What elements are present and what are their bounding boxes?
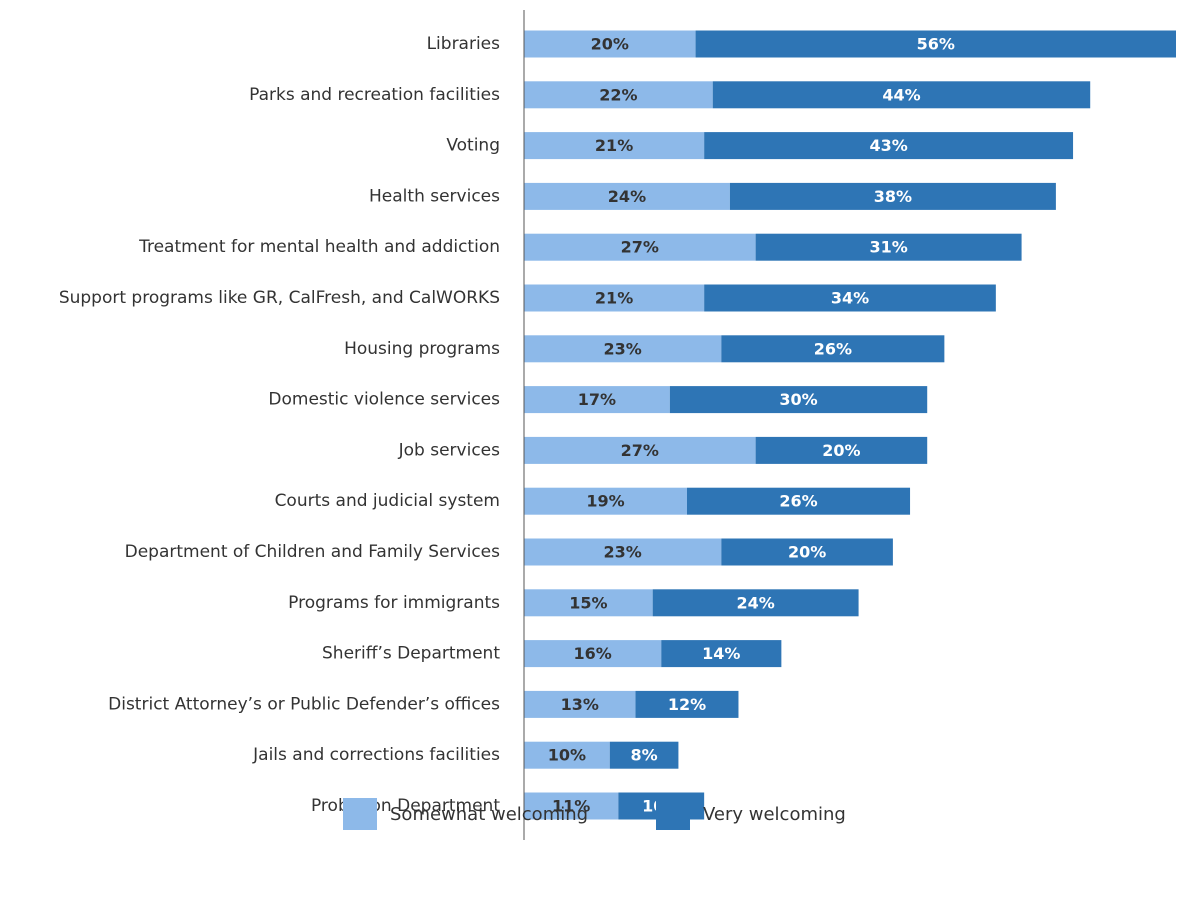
bar-segment [755,436,928,464]
value-label: 38% [874,187,912,206]
value-label: 21% [595,136,633,155]
category-label: Health services [369,186,500,206]
value-label: 26% [814,339,852,358]
category-label: Libraries [427,34,501,54]
value-label: 19% [586,492,624,511]
bar-segment [524,81,713,109]
bar-segment [704,132,1074,160]
bar-segment [524,233,756,261]
bar-segment [721,335,945,363]
value-label: 11% [552,797,590,816]
bar-segment [524,132,705,160]
bar-segment [524,284,705,312]
bar-segment [524,792,619,820]
category-label: Support programs like GR, CalFresh, and … [59,288,500,308]
category-label: Domestic violence services [268,390,500,410]
value-label: 30% [779,390,817,409]
category-label: Housing programs [344,339,500,359]
value-label: 31% [869,238,907,257]
bar-segment [755,233,1022,261]
value-label: 17% [578,390,616,409]
legend-swatch [343,798,377,830]
bar-segment [712,81,1091,109]
bar-segment [524,436,756,464]
value-label: 24% [608,187,646,206]
value-label: 27% [621,441,659,460]
value-label: 27% [621,238,659,257]
value-label: 43% [869,136,907,155]
category-label: Jails and corrections facilities [252,745,500,765]
bar-segment [524,538,722,566]
legend-swatch [656,798,690,830]
category-label: Courts and judicial system [275,491,500,511]
bar-segment [524,335,722,363]
value-label: 21% [595,289,633,308]
bar-segment [524,30,696,58]
bar-segment [652,589,859,617]
category-label: Parks and recreation facilities [249,85,500,105]
value-label: 8% [631,746,658,765]
category-label: Treatment for mental health and addictio… [138,237,500,257]
value-label: 14% [702,644,740,663]
bar-segment [661,640,782,668]
legend-label: Very welcoming [703,804,846,825]
bar-segment [721,538,893,566]
value-label: 12% [668,695,706,714]
bar-segment [524,386,670,414]
bar-segment [524,182,730,210]
bar-segment [524,487,687,515]
value-label: 26% [779,492,817,511]
category-label: Department of Children and Family Servic… [125,542,501,562]
value-label: 20% [591,35,629,54]
bar-segment [524,690,636,718]
value-label: 13% [561,695,599,714]
value-label: 15% [569,593,607,612]
bar-segment [524,640,662,668]
bar-segment [729,182,1056,210]
bar-segment [695,30,1176,58]
category-label: Voting [446,136,500,156]
legend-label: Somewhat welcoming [390,804,588,825]
value-label: 23% [604,339,642,358]
category-label: Job services [398,440,501,460]
bar-segment [635,690,739,718]
bar-segment [609,741,679,769]
category-label: District Attorney’s or Public Defender’s… [108,694,500,714]
category-label: Sheriff’s Department [322,644,500,664]
category-label: Programs for immigrants [288,593,500,613]
value-label: 34% [831,289,869,308]
value-label: 16% [573,644,611,663]
value-label: 20% [822,441,860,460]
value-label: 10% [548,746,586,765]
value-label: 23% [604,543,642,562]
value-label: 56% [917,35,955,54]
bar-segment [704,284,996,312]
value-label: 22% [599,85,637,104]
value-label: 44% [882,85,920,104]
bar-segment [524,589,653,617]
bar-segment [669,386,928,414]
bar-segment [524,741,610,769]
bar-segment [687,487,911,515]
value-label: 20% [788,543,826,562]
value-label: 24% [736,593,774,612]
